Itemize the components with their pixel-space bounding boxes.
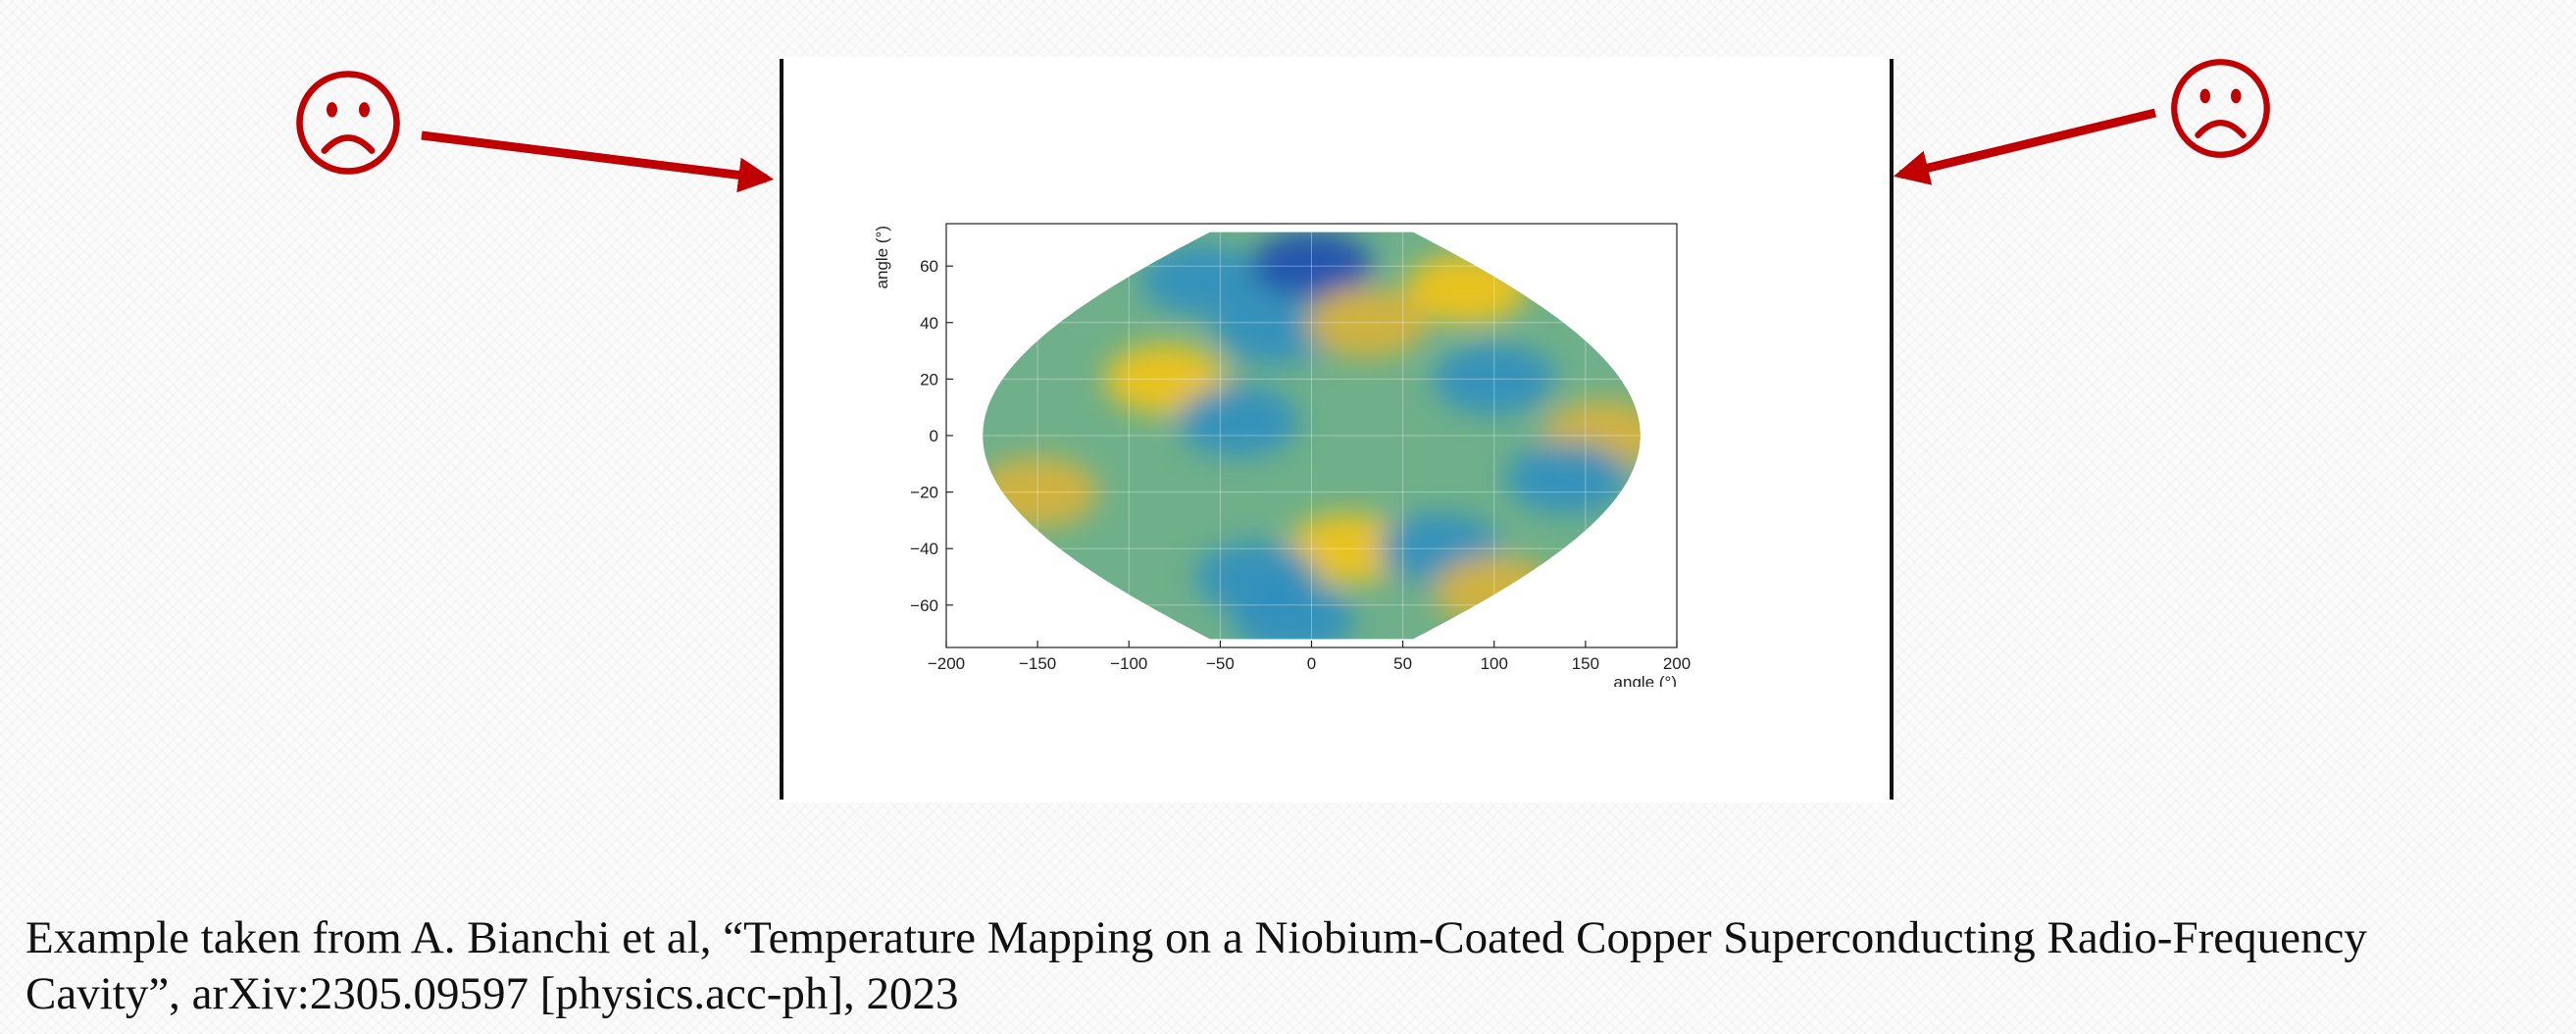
y-axis-title: angle (°) (873, 226, 891, 288)
y-tick-label: 0 (930, 427, 938, 445)
y-tick-label: 20 (920, 370, 938, 388)
y-tick-label: −20 (910, 484, 938, 502)
heat-region (1287, 513, 1409, 585)
caption-line-2: Cavity”, arXiv:2305.09597 [physics.acc-p… (25, 968, 959, 1019)
heat-region (1506, 442, 1629, 514)
x-tick-label: 0 (1307, 654, 1316, 673)
x-tick-label: −200 (928, 654, 965, 673)
x-tick-label: 50 (1393, 654, 1412, 673)
map-regions (983, 232, 1641, 640)
arrow-left (421, 130, 775, 193)
x-tick-label: 150 (1572, 654, 1599, 673)
y-tick-label: −60 (910, 596, 938, 615)
x-tick-label: 100 (1481, 654, 1508, 673)
map-area (983, 232, 1641, 640)
heat-region (1214, 292, 1337, 364)
frown-icon (296, 71, 400, 175)
x-tick-label: −100 (1110, 654, 1147, 673)
heat-region (1305, 286, 1428, 358)
y-tick-label: 60 (920, 257, 938, 276)
heat-region (1140, 244, 1263, 316)
heat-region (1232, 584, 1354, 640)
frown-icon (2171, 59, 2270, 158)
x-tick-label: 200 (1663, 654, 1691, 673)
y-tick-label: −40 (910, 540, 938, 558)
heat-region (1250, 232, 1373, 302)
y-tick-label: 40 (920, 314, 938, 333)
figure-left-border (780, 59, 783, 800)
arrow-right (1894, 108, 2157, 185)
heat-region (1433, 343, 1555, 415)
x-tick-label: −150 (1019, 654, 1056, 673)
citation-caption: Example taken from A. Bianchi et al, “Te… (25, 910, 2565, 1022)
temperature-map-chart: −200 −150 −100 −50 0 50 100 150 200−60−40−200204… (873, 223, 1691, 687)
x-axis-title: angle (°) (1614, 673, 1677, 687)
x-tick-label: −50 (1206, 654, 1235, 673)
figure-right-border (1890, 59, 1894, 800)
caption-line-1: Example taken from A. Bianchi et al, “Te… (25, 912, 2367, 963)
heat-region (1178, 386, 1299, 457)
